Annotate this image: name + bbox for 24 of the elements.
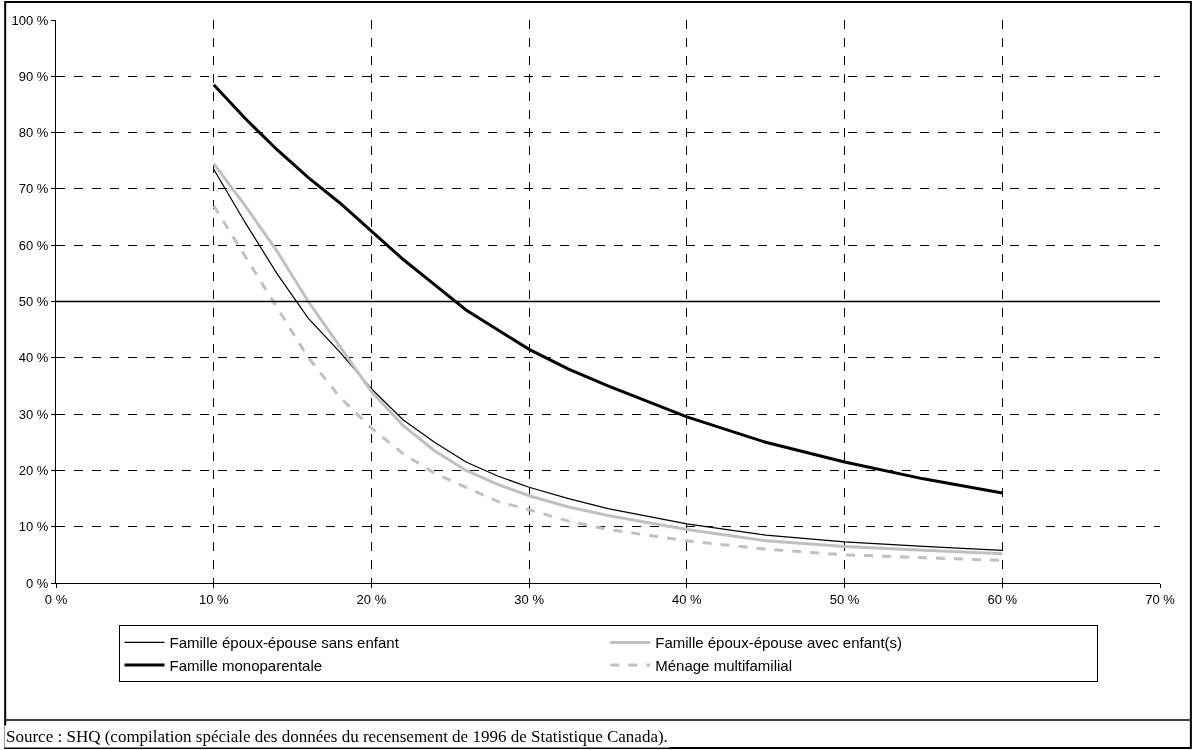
y-tick-label: 0 % bbox=[25, 575, 49, 591]
y-tick-label: 60 % bbox=[18, 237, 49, 253]
x-tick-label: 60 % bbox=[987, 591, 1018, 607]
y-tick-label: 100 % bbox=[11, 12, 49, 28]
y-tick-label: 70 % bbox=[18, 181, 49, 197]
x-tick-label: 30 % bbox=[514, 591, 545, 607]
y-tick-label: 20 % bbox=[18, 462, 49, 478]
x-tick-label: 70 % bbox=[1145, 591, 1176, 607]
x-tick-label: 40 % bbox=[672, 591, 703, 607]
x-tick-label: 20 % bbox=[356, 591, 387, 607]
x-tick-label: 0 % bbox=[44, 591, 68, 607]
y-tick-label: 40 % bbox=[18, 350, 49, 366]
x-tick-label: 50 % bbox=[829, 591, 860, 607]
legend-label: Ménage multifamilial bbox=[655, 656, 792, 674]
legend-label: Famille époux-épouse sans enfant bbox=[169, 634, 400, 652]
source-note: Source : SHQ (compilation spéciale des données du recensement de 1996 de Statistique Canada). bbox=[6, 727, 668, 746]
legend-label: Famille époux-épouse avec enfant(s) bbox=[655, 634, 903, 652]
y-tick-label: 30 % bbox=[18, 406, 49, 422]
y-tick-label: 90 % bbox=[18, 68, 49, 84]
y-tick-label: 10 % bbox=[18, 519, 49, 535]
y-tick-label: 50 % bbox=[18, 294, 49, 310]
legend-label: Famille monoparentale bbox=[169, 656, 323, 674]
x-tick-label: 10 % bbox=[198, 591, 229, 607]
y-tick-label: 80 % bbox=[18, 125, 49, 141]
